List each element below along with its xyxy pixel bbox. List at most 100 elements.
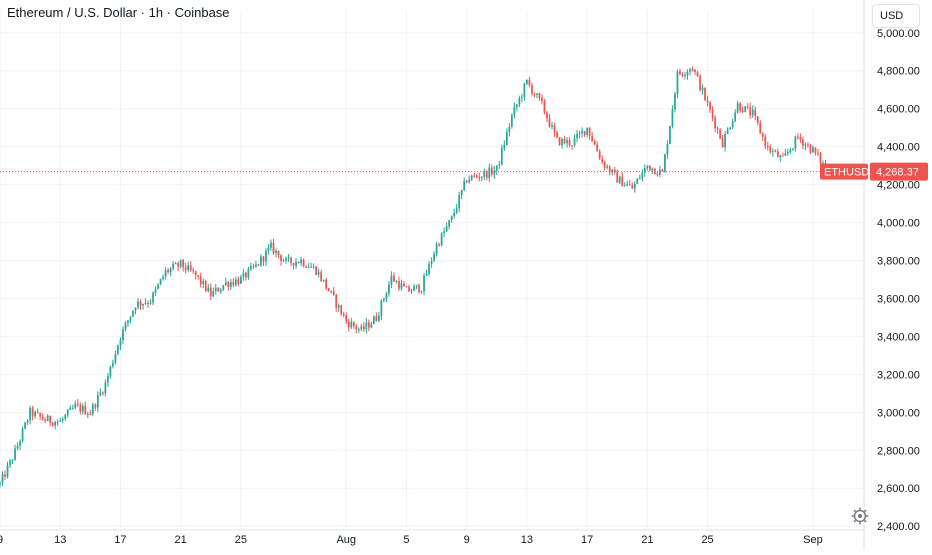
candle-body — [385, 293, 388, 299]
candle-body — [764, 136, 767, 147]
candle-body — [438, 244, 440, 246]
candle-body — [475, 175, 478, 177]
candle-body — [686, 71, 689, 76]
y-tick-label: 3,200.00 — [877, 369, 920, 381]
candle-body — [508, 126, 511, 133]
candle-body — [335, 294, 338, 308]
candle-body — [791, 148, 794, 150]
y-tick-label: 4,000.00 — [877, 218, 920, 230]
candle-body — [204, 280, 207, 292]
last-price-badge — [870, 162, 928, 181]
candle-body — [616, 171, 619, 183]
candle-body — [54, 421, 57, 426]
candle-body — [817, 152, 819, 154]
candle-body — [413, 286, 415, 291]
candle-body — [618, 176, 621, 183]
candle-body — [588, 127, 591, 136]
candle-body — [741, 110, 744, 113]
candle-body — [295, 261, 297, 266]
candle-body — [74, 403, 77, 408]
candle-body — [305, 266, 307, 268]
x-tick-label: 25 — [701, 534, 713, 546]
candle-body — [510, 115, 513, 127]
candle-body — [71, 407, 74, 409]
candle-body — [408, 286, 410, 292]
candle-body — [598, 151, 601, 159]
candle-body — [157, 284, 159, 289]
candle-body — [593, 141, 596, 145]
y-tick-label: 4,200.00 — [877, 180, 920, 192]
candle-body — [46, 416, 49, 422]
y-tick-label: 3,800.00 — [877, 256, 920, 268]
candle-body — [56, 421, 59, 423]
candle-body — [217, 287, 220, 292]
candle-body — [608, 166, 611, 173]
candle-body — [282, 260, 285, 262]
candle-body — [134, 307, 137, 311]
candle-body — [576, 133, 578, 139]
candle-body — [355, 326, 358, 330]
candle-body — [794, 136, 797, 149]
candle-body — [312, 266, 315, 268]
candle-body — [322, 279, 325, 281]
candle-body — [209, 287, 212, 297]
candle-body — [372, 316, 375, 324]
gear-icon[interactable] — [849, 505, 871, 527]
candle-body — [719, 129, 721, 139]
candle-body — [169, 268, 172, 273]
candle-body — [177, 263, 180, 267]
candle-body — [701, 88, 704, 91]
candle-body — [107, 376, 109, 383]
candle-body — [214, 287, 217, 291]
candle-body — [164, 270, 167, 277]
candle-body — [39, 412, 42, 417]
candle-body — [493, 170, 496, 175]
candle-body — [21, 428, 24, 441]
candle-body — [41, 416, 44, 420]
candle-body — [76, 403, 79, 405]
candle-body — [453, 212, 456, 217]
candle-body — [679, 71, 681, 75]
candle-body — [187, 265, 190, 271]
candle-body — [581, 130, 583, 134]
candle-body — [571, 145, 573, 147]
currency-button[interactable]: USD — [872, 4, 920, 28]
candle-body — [6, 465, 9, 477]
candle-body — [340, 305, 343, 315]
candle-body — [458, 195, 461, 209]
candle-body — [81, 406, 84, 412]
candle-body — [189, 265, 192, 271]
candle-body — [689, 69, 691, 72]
candle-body — [749, 107, 752, 116]
x-tick-label: Sep — [803, 534, 823, 546]
x-tick-label: 17 — [114, 534, 126, 546]
candle-body — [440, 233, 443, 246]
candle-body — [403, 283, 405, 287]
candle-body — [31, 407, 34, 417]
candle-body — [16, 445, 19, 449]
candle-body — [375, 316, 378, 321]
candle-body — [250, 266, 252, 269]
candle-body — [1, 474, 4, 483]
candle-body — [36, 411, 39, 413]
candle-body — [721, 138, 724, 148]
candle-body — [445, 226, 448, 232]
candle-body — [699, 76, 701, 91]
candle-body — [671, 109, 674, 127]
candle-body — [227, 282, 230, 287]
candle-body — [546, 112, 548, 119]
candle-body — [300, 259, 302, 264]
candle-body — [159, 278, 162, 285]
candle-body — [694, 69, 696, 72]
candle-body — [347, 321, 350, 328]
candle-body — [799, 136, 802, 140]
symbol-badge — [820, 163, 868, 180]
candle-body — [194, 271, 197, 276]
candle-body — [797, 136, 799, 138]
candle-body — [315, 266, 318, 275]
candle-body — [523, 83, 526, 97]
candle-body — [684, 75, 686, 77]
candle-body — [669, 126, 671, 145]
